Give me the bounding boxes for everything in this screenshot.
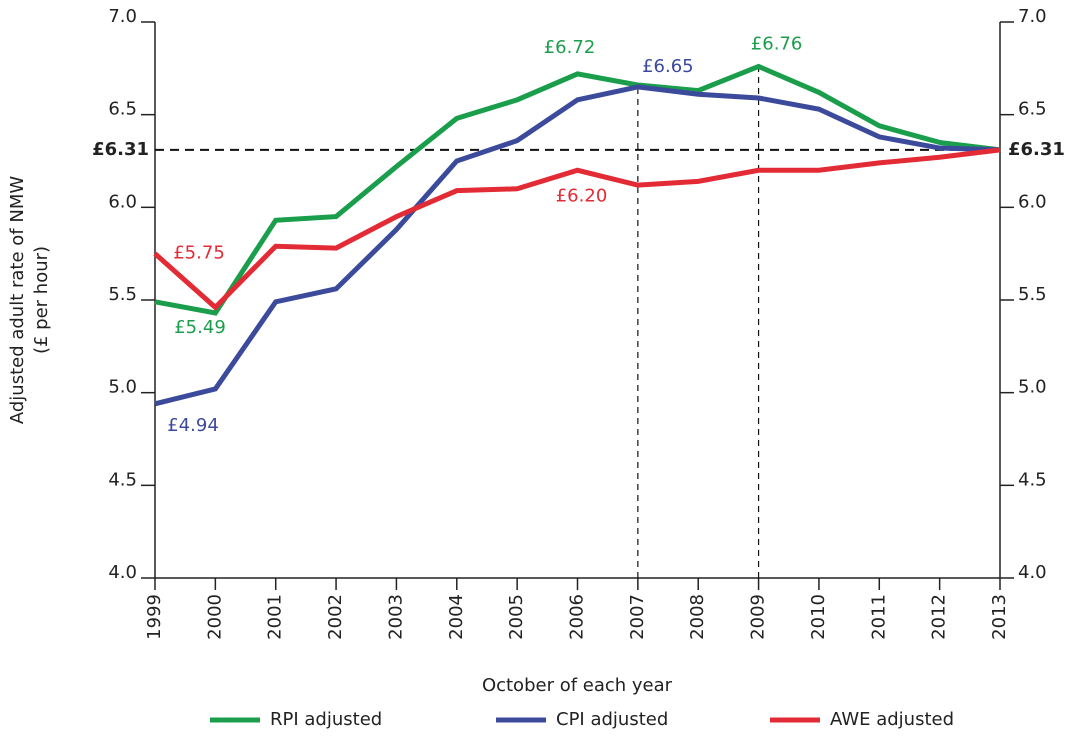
legend-label: AWE adjusted — [830, 709, 954, 730]
x-tick-label: 2002 — [325, 594, 346, 640]
x-tick-label: 2012 — [929, 594, 950, 640]
x-tick-label: 2004 — [446, 594, 467, 640]
y-tick-label: 4.5 — [1018, 469, 1047, 490]
x-tick-label: 2007 — [627, 594, 648, 640]
x-tick-label: 1999 — [144, 594, 165, 640]
y-tick-label: 5.0 — [1018, 377, 1047, 398]
data-label: £5.75 — [173, 243, 225, 264]
y-tick-label: 4.0 — [1018, 562, 1047, 583]
x-tick-label: 2003 — [385, 594, 406, 640]
data-label: £5.49 — [174, 317, 226, 338]
y-axis-label: Adjusted adult rate of NMW — [7, 176, 28, 424]
x-tick-label: 2008 — [687, 594, 708, 640]
x-tick-label: 2013 — [989, 594, 1010, 640]
data-label: £6.76 — [751, 33, 803, 54]
legend-label: CPI adjusted — [556, 709, 668, 730]
x-tick-label: 2009 — [748, 594, 769, 640]
reference-label: £6.31 — [92, 139, 149, 160]
y-tick-label: 4.0 — [108, 562, 137, 583]
series-line — [153, 147, 1001, 311]
data-label: £6.72 — [544, 37, 596, 58]
data-label: £6.65 — [642, 56, 694, 77]
y-tick-label: 5.0 — [108, 377, 137, 398]
reference-label: £6.31 — [1008, 139, 1065, 160]
y-tick-label: 7.0 — [1018, 6, 1047, 27]
x-tick-label: 2005 — [506, 594, 527, 640]
data-label: £4.94 — [167, 415, 219, 436]
series-line — [154, 63, 1001, 316]
y-tick-label: 4.5 — [108, 469, 137, 490]
y-tick-label: 6.5 — [108, 99, 137, 120]
x-tick-label: 2006 — [567, 594, 588, 640]
y-tick-label: 7.0 — [108, 6, 137, 27]
x-tick-label: 2011 — [868, 594, 889, 640]
y-tick-label: 6.0 — [108, 191, 137, 212]
data-label: £6.20 — [556, 185, 608, 206]
x-tick-label: 2001 — [265, 594, 286, 640]
legend-label: RPI adjusted — [270, 709, 382, 730]
y-tick-label: 6.5 — [1018, 99, 1047, 120]
x-axis-label: October of each year — [482, 675, 673, 696]
x-tick-label: 2000 — [204, 594, 225, 640]
y-tick-label: 6.0 — [1018, 191, 1047, 212]
y-axis-label: (£ per hour) — [31, 246, 52, 354]
series-line — [154, 84, 1001, 407]
x-tick-label: 2010 — [808, 594, 829, 640]
y-tick-label: 5.5 — [1018, 284, 1047, 305]
y-tick-label: 5.5 — [108, 284, 137, 305]
